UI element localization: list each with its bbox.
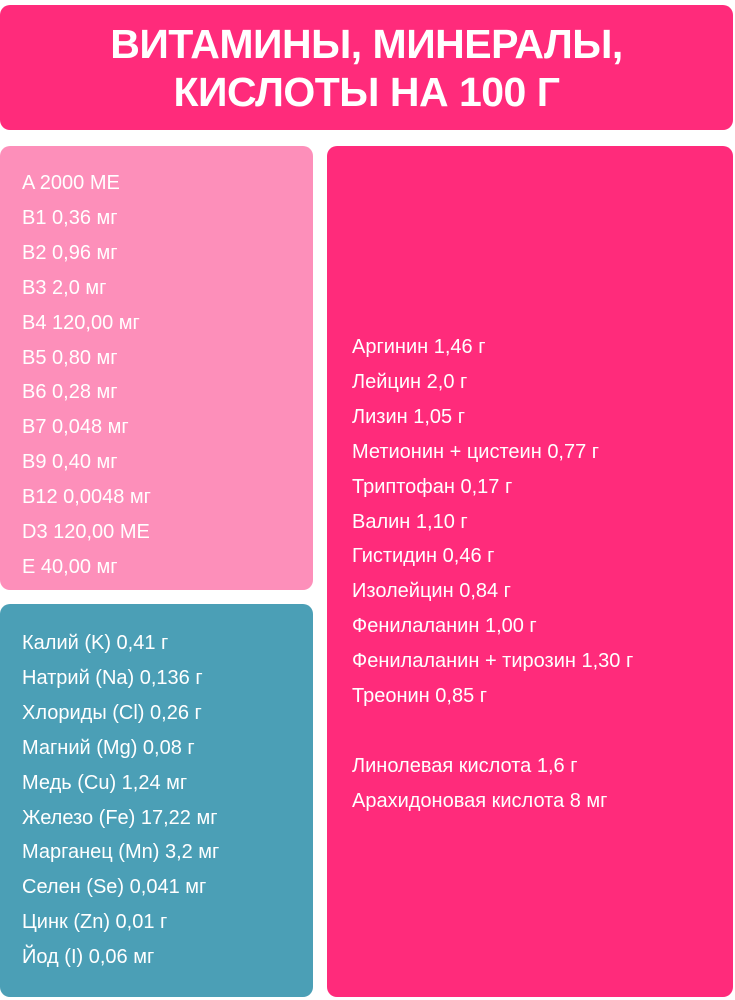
vitamin-item: B7 0,048 мг <box>22 416 129 439</box>
vitamin-item: B3 2,0 мг <box>22 276 107 299</box>
amino-acid-item: Аргинин 1,46 г <box>352 336 486 358</box>
amino-acid-item: Фенилаланин 1,00 г <box>352 615 537 638</box>
mineral-item: Натрий (Na) 0,136 г <box>22 666 203 689</box>
mineral-item: Йод (I) 0,06 мг <box>22 946 155 969</box>
title-line-2: КИСЛОТЫ НА 100 Г <box>173 68 560 115</box>
amino-acid-item: Треонин 0,85 г <box>352 685 488 708</box>
mineral-item: Калий (K) 0,41 г <box>22 632 169 654</box>
amino-acid-item: Триптофан 0,17 г <box>352 475 513 498</box>
amino-acid-item: Изолейцин 0,84 г <box>352 580 511 603</box>
amino-acid-item: Гистидин 0,46 г <box>352 545 495 568</box>
vitamins-panel: A 2000 МЕ B1 0,36 мг B2 0,96 мг B3 2,0 мг B4… <box>0 146 313 590</box>
mineral-item: Цинк (Zn) 0,01 г <box>22 911 168 934</box>
mineral-item: Селен (Se) 0,041 мг <box>22 876 207 899</box>
fatty-acid-item: Линолевая кислота 1,6 г <box>352 754 578 777</box>
amino-acid-item: Лейцин 2,0 г <box>352 370 468 393</box>
vitamin-item: B12 0,0048 мг <box>22 486 151 509</box>
vitamin-item: B4 120,00 мг <box>22 311 140 334</box>
vitamin-item: D3 120,00 МЕ <box>22 521 150 544</box>
vitamin-item: B5 0,80 мг <box>22 346 118 369</box>
mineral-item: Хлориды (Cl) 0,26 г <box>22 701 202 724</box>
mineral-item: Железо (Fe) 17,22 мг <box>22 806 218 829</box>
minerals-panel: Калий (K) 0,41 г Натрий (Na) 0,136 г Хлори… <box>0 604 313 997</box>
amino-acid-item: Лизин 1,05 г <box>352 405 466 428</box>
vitamin-item: E 40,00 мг <box>22 555 118 578</box>
mineral-item: Медь (Cu) 1,24 мг <box>22 771 188 794</box>
mineral-item: Магний (Mg) 0,08 г <box>22 736 195 759</box>
spacer <box>352 714 733 749</box>
amino-acid-item: Валин 1,10 г <box>352 510 468 533</box>
mineral-item: Марганец (Mn) 3,2 мг <box>22 841 220 864</box>
title-banner: ВИТАМИНЫ, МИНЕРАЛЫ, КИСЛОТЫ НА 100 Г <box>0 5 733 130</box>
amino-acid-item: Фенилаланин + тирозин 1,30 г <box>352 650 634 673</box>
vitamin-item: B1 0,36 мг <box>22 206 118 229</box>
amino-acids-panel: Аргинин 1,46 г Лейцин 2,0 г Лизин 1,05 г Ме… <box>327 146 733 997</box>
vitamin-item: B2 0,96 мг <box>22 241 118 264</box>
title-line-1: ВИТАМИНЫ, МИНЕРАЛЫ, <box>110 20 623 67</box>
fatty-acid-item: Арахидоновая кислота 8 мг <box>352 789 608 812</box>
vitamin-item: B6 0,28 мг <box>22 381 118 404</box>
amino-acid-item: Метионин + цистеин 0,77 г <box>352 440 600 463</box>
vitamin-item: B9 0,40 мг <box>22 451 118 474</box>
vitamin-item: A 2000 МЕ <box>22 172 120 194</box>
